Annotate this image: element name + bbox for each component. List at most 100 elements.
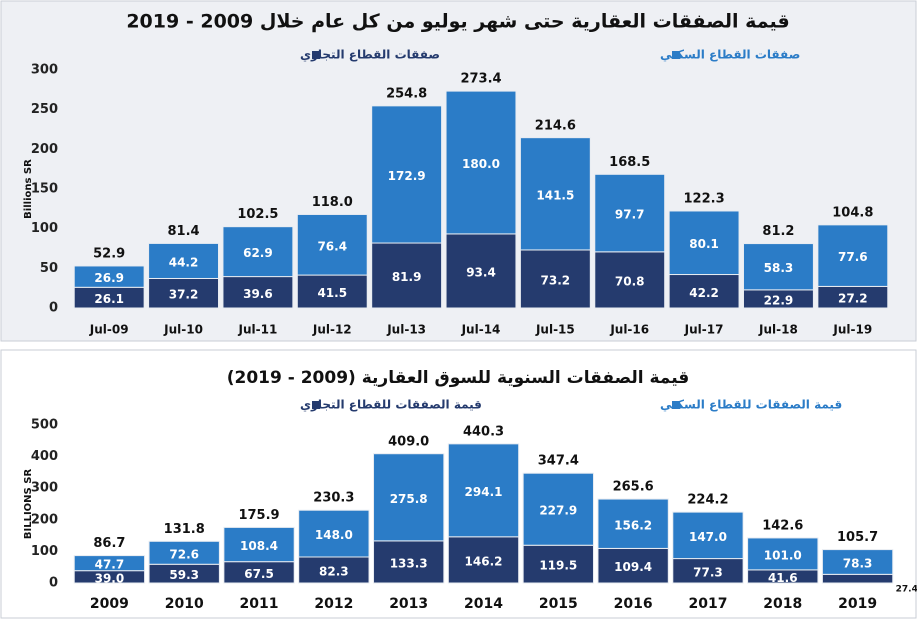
y-axis-label: Billions SR: [23, 159, 34, 219]
total-label: 224.2: [687, 493, 728, 508]
value-label: 22.9: [764, 293, 794, 307]
bar-segment: [522, 472, 594, 546]
chart-title: قيمة الصفقات العقارية حتى شهر يوليو من ك…: [126, 11, 789, 33]
value-label: 172.9: [388, 169, 426, 183]
y-tick-label: 500: [31, 418, 58, 433]
bar-segment: [371, 105, 443, 244]
x-tick-label: 2017: [688, 596, 727, 612]
value-label: 81.9: [392, 270, 422, 284]
total-label: 105.7: [837, 530, 878, 545]
bar-segment: [373, 540, 445, 584]
value-label: 37.2: [169, 288, 199, 302]
bar-segment: [519, 137, 591, 251]
value-label: 72.6: [169, 547, 199, 561]
value-label: 44.2: [169, 255, 199, 269]
x-tick-label: Jul-14: [461, 323, 501, 337]
value-label: 147.0: [689, 530, 727, 544]
bar-segment: [73, 265, 145, 288]
bar-segment: [672, 511, 744, 560]
y-tick-label: 150: [31, 182, 58, 197]
value-label: 141.5: [536, 188, 574, 202]
y-tick-label: 300: [31, 63, 58, 78]
value-label: 93.4: [466, 265, 496, 279]
x-tick-label: Jul-12: [312, 323, 352, 337]
x-tick-label: Jul-11: [238, 323, 278, 337]
value-label: 108.4: [240, 539, 278, 553]
x-tick-label: 2018: [763, 596, 802, 612]
value-label: 97.7: [615, 208, 645, 222]
y-tick-label: 250: [31, 102, 58, 117]
total-label: 168.5: [609, 155, 650, 170]
bar-segment: [148, 277, 219, 309]
value-label: 82.3: [319, 564, 349, 578]
legend-label: صفقات القطاع التجاري: [300, 48, 440, 62]
value-label: 294.1: [465, 485, 503, 499]
y-tick-label: 200: [31, 512, 58, 527]
bar-segment: [447, 443, 520, 538]
bar-segment: [668, 274, 740, 309]
total-label: 81.4: [168, 224, 200, 239]
value-label: 275.8: [390, 492, 428, 506]
value-label: 27.4: [896, 585, 917, 595]
value-label: 41.6: [768, 571, 798, 585]
x-tick-label: 2015: [539, 596, 578, 612]
total-label: 175.9: [238, 508, 279, 523]
x-tick-label: Jul-15: [535, 323, 575, 337]
total-label: 440.3: [463, 424, 504, 439]
total-label: 86.7: [93, 536, 125, 551]
value-label: 76.4: [317, 239, 347, 253]
bar-segment: [148, 242, 219, 279]
bar-segment: [743, 243, 814, 291]
y-tick-label: 100: [31, 221, 58, 236]
value-label: 77.6: [838, 250, 868, 264]
value-label: 101.0: [764, 548, 802, 562]
x-tick-label: 2013: [389, 596, 428, 612]
bar-segment: [668, 210, 740, 276]
x-tick-label: 2009: [90, 596, 129, 612]
x-tick-label: Jul-19: [832, 323, 872, 337]
value-label: 133.3: [390, 556, 428, 570]
bar-segment: [373, 453, 445, 542]
total-label: 102.5: [237, 207, 278, 222]
bar-segment: [148, 540, 220, 565]
total-label: 230.3: [313, 491, 354, 506]
value-label: 156.2: [614, 518, 652, 532]
legend-swatch: [312, 401, 320, 409]
y-tick-label: 300: [31, 481, 58, 496]
x-tick-label: 2010: [165, 596, 204, 612]
bar-segment: [821, 573, 894, 584]
legend-swatch: [672, 51, 680, 59]
value-label: 39.0: [95, 571, 125, 585]
value-label: 80.1: [689, 237, 719, 251]
bar-segment: [594, 173, 666, 253]
bar-segment: [445, 233, 517, 309]
value-label: 70.8: [615, 274, 645, 288]
y-tick-label: 0: [49, 576, 58, 591]
bar-segment: [222, 276, 294, 309]
x-tick-label: 2014: [464, 596, 503, 612]
total-label: 118.0: [312, 195, 353, 210]
value-label: 119.5: [539, 559, 577, 573]
legend-label: صفقات القطاع السكني: [660, 48, 800, 62]
value-label: 26.1: [94, 292, 124, 306]
legend-label: قيمة الصفقات للقطاع السكني: [660, 398, 842, 412]
bar-segment: [821, 549, 894, 575]
total-label: 214.6: [535, 118, 576, 133]
bar-segment: [73, 555, 146, 572]
total-label: 265.6: [613, 480, 654, 495]
total-label: 409.0: [388, 434, 429, 449]
bar-segment: [594, 251, 666, 309]
x-tick-label: 2019: [838, 596, 877, 612]
x-tick-label: 2016: [614, 596, 653, 612]
x-tick-label: Jul-16: [609, 323, 649, 337]
x-tick-label: Jul-18: [758, 323, 798, 337]
x-tick-label: Jul-17: [684, 323, 724, 337]
x-tick-label: Jul-10: [163, 323, 203, 337]
legend-label: قيمة الصفقات للقطاع التجاري: [300, 398, 482, 412]
total-label: 254.8: [386, 86, 427, 101]
value-label: 27.2: [838, 292, 868, 306]
x-tick-label: Jul-09: [89, 323, 129, 337]
bar-segment: [371, 242, 443, 309]
bar-segment: [519, 249, 591, 309]
